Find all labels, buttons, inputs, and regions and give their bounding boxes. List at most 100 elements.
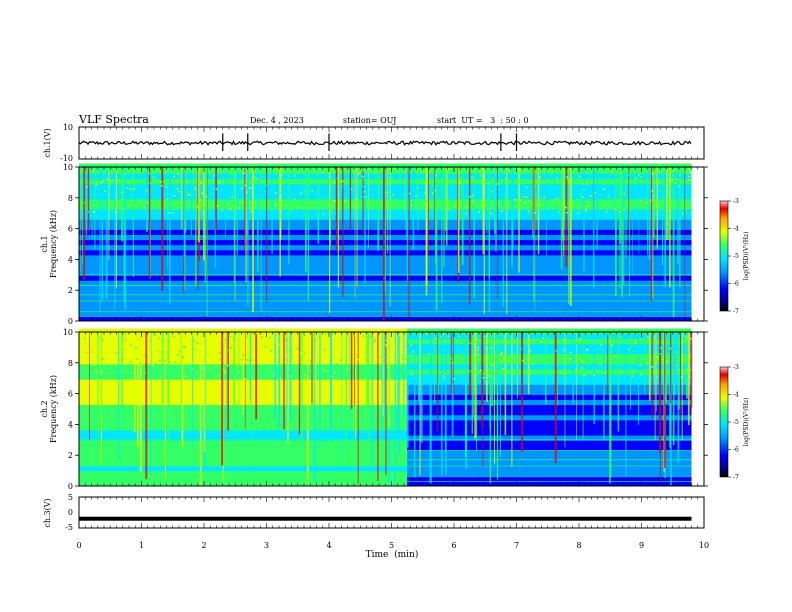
spectrogram-band: [79, 328, 408, 334]
spectrogram-noise: [94, 349, 97, 351]
spectrogram-noise: [118, 181, 121, 183]
spectrogram-noise: [535, 175, 537, 177]
spectrogram-band: [407, 475, 692, 482]
spectrogram-band: [79, 445, 408, 451]
spectrogram-noise: [225, 172, 228, 174]
spectrogram-noise: [126, 359, 128, 361]
spectrogram-noise: [256, 343, 258, 346]
spectrogram-noise: [135, 184, 137, 186]
spectrogram-noise: [372, 204, 374, 207]
colorbar-tick-label: -7: [733, 308, 739, 315]
spectrogram-noise: [328, 368, 330, 371]
spectrogram-noise: [434, 356, 437, 359]
spectrogram-noise: [79, 191, 81, 194]
ytick-label: 4: [68, 255, 73, 264]
spectrogram-noise: [677, 369, 679, 371]
spectrogram-noise: [385, 344, 387, 346]
spectrogram-noise: [424, 206, 426, 209]
spectrogram-noise: [229, 178, 231, 180]
ch1-colorbar: [719, 200, 729, 312]
colorbar-tick-label: -3: [733, 364, 739, 371]
spectrogram-noise: [555, 206, 557, 209]
spectrogram-noise: [558, 210, 560, 212]
spectrogram-noise: [518, 351, 521, 353]
spectrogram-noise: [502, 368, 504, 370]
spectrogram-band: [407, 430, 692, 436]
spectrogram-noise: [159, 364, 161, 366]
spectrogram-noise: [549, 184, 551, 186]
spectrogram-noise: [265, 345, 267, 348]
spectrogram-noise: [241, 187, 243, 190]
spectrogram-noise: [455, 363, 458, 365]
spectrogram-noise: [401, 340, 403, 343]
spectrogram-noise: [95, 336, 98, 338]
spectrogram-noise: [336, 177, 339, 180]
spectrogram-noise: [400, 345, 403, 347]
spectrogram-noise: [445, 350, 448, 352]
spectrogram-noise: [95, 371, 98, 373]
spectrogram-noise: [435, 174, 437, 177]
spectrogram-noise: [637, 176, 640, 178]
spectrogram-noise: [103, 186, 106, 188]
spectrogram-noise: [471, 176, 473, 178]
ch3-waveform-trace: [79, 516, 692, 521]
spectrogram-noise: [575, 344, 578, 347]
spectrogram-noise: [443, 377, 446, 380]
spectrogram-noise: [303, 334, 306, 337]
spectrogram-noise: [388, 337, 391, 339]
spectrogram-noise: [487, 182, 489, 185]
spectrogram-noise: [526, 196, 528, 199]
spectrogram-noise: [256, 178, 258, 180]
spectrogram-noise: [267, 335, 270, 337]
spectrogram-noise: [483, 207, 485, 209]
spectrogram-noise: [392, 194, 395, 196]
spectrogram-noise: [218, 181, 221, 183]
spectrogram-band: [79, 450, 408, 456]
spectrogram-noise: [618, 210, 621, 213]
spectrogram-noise: [162, 340, 164, 342]
spectrogram-noise: [611, 183, 614, 185]
spectrogram-noise: [176, 343, 179, 346]
spectrogram-noise: [665, 361, 668, 363]
spectrogram-noise: [280, 176, 283, 178]
spectrogram-noise: [107, 363, 109, 365]
spectrogram-noise: [395, 356, 397, 358]
spectrogram-noise: [369, 199, 372, 201]
spectrogram-noise: [289, 347, 291, 349]
spectrogram-noise: [605, 184, 607, 187]
spectrogram-noise: [296, 207, 298, 210]
spectrogram-noise: [301, 351, 303, 354]
spectrogram-noise: [148, 172, 150, 175]
spectrogram-noise: [357, 173, 360, 175]
spectrogram-noise: [501, 360, 503, 362]
colorbar-tick-label: -4: [733, 226, 739, 233]
spectrogram-noise: [116, 179, 119, 182]
spectrogram-noise: [566, 212, 568, 214]
spectrogram-noise: [543, 196, 546, 199]
spectrogram-noise: [292, 192, 294, 195]
spectrogram-noise: [672, 169, 675, 172]
spectrogram-noise: [134, 365, 136, 368]
spectrogram-noise: [83, 366, 85, 368]
spectrogram-noise: [227, 349, 230, 352]
spectrogram-noise: [353, 172, 355, 174]
spectrogram-noise: [193, 347, 195, 350]
spectrogram-noise: [124, 333, 126, 335]
spectrogram-band: [407, 389, 692, 395]
spectrogram-noise: [92, 169, 94, 172]
spectrogram-noise: [586, 364, 589, 366]
spectrogram-noise: [434, 338, 436, 340]
spectrogram-noise: [405, 344, 407, 346]
spectrogram-noise: [240, 370, 243, 372]
spectrogram-noise: [405, 357, 407, 360]
spectrogram-noise: [575, 182, 578, 184]
spectrogram-noise: [309, 360, 312, 362]
spectrogram-noise: [179, 333, 182, 335]
spectrogram-noise: [272, 375, 275, 377]
spectrogram-noise: [186, 191, 189, 194]
spectrogram-noise: [607, 195, 609, 198]
spectrogram-noise: [191, 368, 193, 370]
spectrogram-noise: [655, 203, 657, 205]
spectrogram-noise: [160, 181, 163, 183]
spectrogram-noise: [405, 183, 408, 185]
